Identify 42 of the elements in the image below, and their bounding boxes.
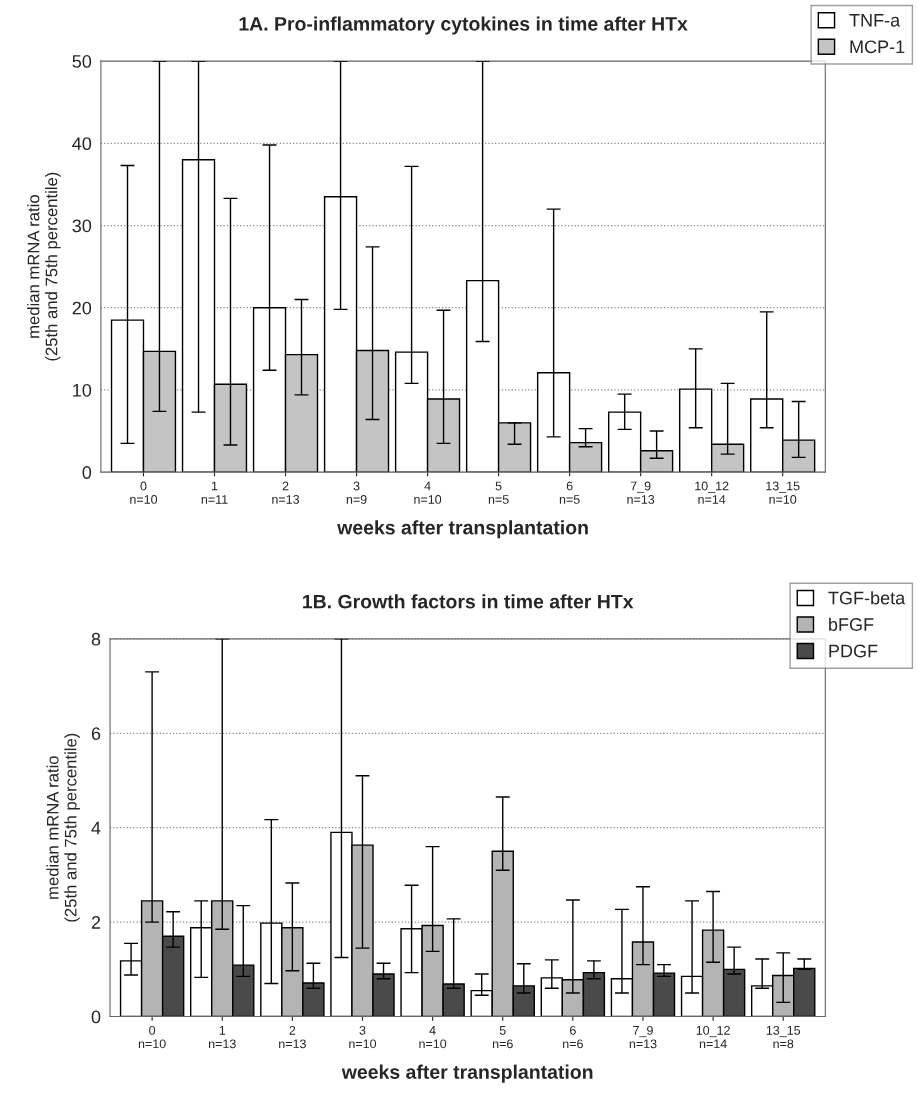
x-tick-label: 5 n=5 [488,481,509,504]
legend-label: TNF-a [849,14,901,27]
x-axis-title: weeks after transplantation [337,520,588,539]
y-tick-label: 40 [72,137,92,151]
x-tick-label: 1 n=11 [201,481,228,504]
y-tick-label: 2 [91,916,101,929]
x-tick-label: 6 n=5 [559,481,580,504]
x-tick-label: 1 n=13 [208,1026,236,1049]
legend-label: TGF-beta [828,591,906,605]
x-tick-label: 6 n=6 [563,1025,583,1049]
x-tick-label: 3 n=9 [346,481,367,504]
y-tick-label: 50 [72,55,92,68]
x-tick-label: 13_15 n=8 [766,1025,801,1049]
x-tick-label: 3 n=10 [349,1025,377,1049]
y-tick-label: 30 [72,219,92,233]
x-tick-label: 0 n=10 [130,481,158,504]
chart-title: 1A. Pro-inflammatory cytokines in time after HTx [239,16,688,35]
y-tick-label: 20 [72,301,92,315]
y-tick-label: 4 [91,821,101,835]
x-tick-label: 0 n=10 [138,1025,166,1049]
x-tick-label: 7_9 n=13 [627,481,655,504]
y-axis-title: median mRNA ratio (25th and 75th percentile) [46,733,80,922]
x-tick-label: 5 n=6 [492,1026,513,1049]
y-axis-title: median mRNA ratio (25th and 75th percentile) [27,172,61,361]
y-tick-label: 10 [73,383,92,397]
x-tick-label: 7_9 n=13 [629,1025,657,1049]
x-tick-label: 2 n=13 [279,1025,306,1049]
x-axis-title: weeks after transplantation [341,1064,593,1083]
x-tick-label: 4 n=10 [419,1026,447,1049]
legend-label: PDGF [829,644,878,658]
y-tick-label: 0 [82,466,92,479]
x-tick-label: 10_12 n=14 [696,1025,730,1049]
chart-title: 1B. Growth factors in time after HTx [303,594,634,609]
legend-label: MCP-1 [850,40,905,54]
y-tick-label: 8 [91,632,101,646]
x-tick-label: 2 n=13 [272,481,300,504]
legend-label: bFGF [829,617,874,631]
x-tick-label: 4 n=10 [414,481,442,504]
y-tick-label: 6 [91,727,101,740]
x-tick-label: 13_15 n=10 [766,481,800,504]
y-tick-label: 0 [91,1010,101,1024]
x-tick-label: 10_12 n=14 [695,481,729,504]
